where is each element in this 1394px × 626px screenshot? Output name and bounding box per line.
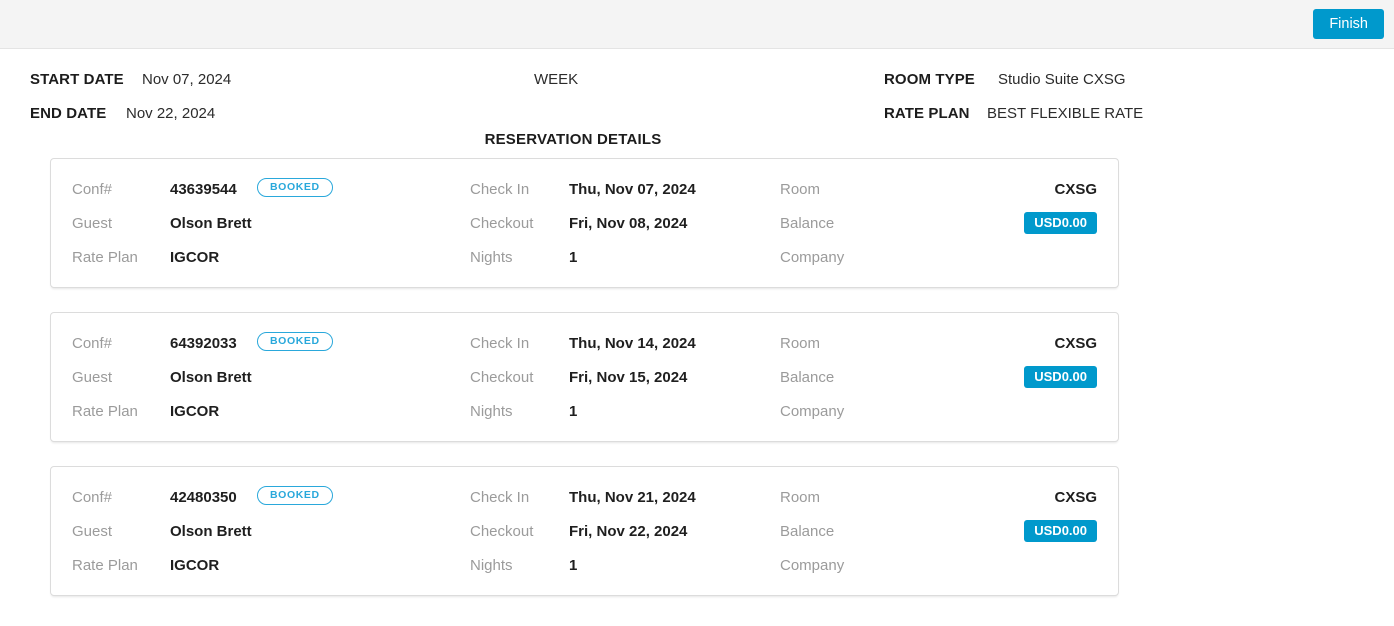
conf-value: 64392033 <box>170 335 237 352</box>
nights-label: Nights <box>470 249 513 266</box>
room-type-value: Studio Suite CXSG <box>998 71 1126 88</box>
end-date-label: END DATE <box>30 105 107 122</box>
reservation-card[interactable]: Conf# 42480350 BOOKED Check In Thu, Nov … <box>50 466 1119 596</box>
finish-button[interactable]: Finish <box>1313 9 1384 39</box>
room-value: CXSG <box>1054 489 1097 506</box>
balance-badge[interactable]: USD0.00 <box>1024 520 1097 542</box>
start-date-label: START DATE <box>30 71 124 88</box>
balance-label: Balance <box>780 523 835 540</box>
nights-value: 1 <box>569 403 578 420</box>
check-in-value: Thu, Nov 21, 2024 <box>569 489 696 506</box>
check-in-value: Thu, Nov 07, 2024 <box>569 181 696 198</box>
conf-value: 42480350 <box>170 489 237 506</box>
nights-value: 1 <box>569 557 578 574</box>
rate-plan-label: Rate Plan <box>72 403 138 420</box>
guest-value: Olson Brett <box>170 215 252 232</box>
card-row-guest: Guest Olson Brett Checkout Fri, Nov 08, … <box>51 212 1118 249</box>
checkout-label: Checkout <box>470 369 534 386</box>
check-in-label: Check In <box>470 489 530 506</box>
nights-value: 1 <box>569 249 578 266</box>
card-row-guest: Guest Olson Brett Checkout Fri, Nov 22, … <box>51 520 1118 557</box>
stay-summary-header: START DATE Nov 07, 2024 END DATE Nov 22, 2… <box>0 49 1394 131</box>
checkout-value: Fri, Nov 08, 2024 <box>569 215 688 232</box>
rate-plan-label: RATE PLAN <box>884 105 970 122</box>
status-badge[interactable]: BOOKED <box>257 332 333 351</box>
checkout-value: Fri, Nov 15, 2024 <box>569 369 688 386</box>
rate-plan-label: Rate Plan <box>72 249 138 266</box>
nights-label: Nights <box>470 557 513 574</box>
card-row-conf: Conf# 43639544 BOOKED Check In Thu, Nov … <box>51 178 1118 215</box>
check-in-value: Thu, Nov 14, 2024 <box>569 335 696 352</box>
period-label: WEEK <box>534 71 579 88</box>
reservation-details-heading-text: RESERVATION DETAILS <box>484 131 662 148</box>
rate-plan-value: IGCOR <box>170 403 220 420</box>
guest-label: Guest <box>72 215 113 232</box>
period-field: WEEK <box>534 71 578 89</box>
start-date-value: Nov 07, 2024 <box>142 71 232 88</box>
balance-badge[interactable]: USD0.00 <box>1024 212 1097 234</box>
rate-plan-value: IGCOR <box>170 249 220 266</box>
card-row-rate-plan: Rate Plan IGCOR Nights 1 Company <box>51 557 1118 591</box>
conf-label: Conf# <box>72 181 113 198</box>
check-in-label: Check In <box>470 335 530 352</box>
card-row-guest: Guest Olson Brett Checkout Fri, Nov 15, … <box>51 366 1118 403</box>
guest-value: Olson Brett <box>170 523 252 540</box>
room-type-field: ROOM TYPE Studio Suite CXSG <box>884 71 1126 89</box>
end-date-field: END DATE Nov 22, 2024 <box>30 105 215 123</box>
room-value: CXSG <box>1054 335 1097 352</box>
conf-value: 43639544 <box>170 181 237 198</box>
guest-value: Olson Brett <box>170 369 252 386</box>
room-label: Room <box>780 489 821 506</box>
reservation-details-heading: RESERVATION DETAILS <box>0 131 1394 158</box>
card-row-rate-plan: Rate Plan IGCOR Nights 1 Company <box>51 403 1118 437</box>
room-value: CXSG <box>1054 181 1097 198</box>
guest-label: Guest <box>72 369 113 386</box>
status-badge[interactable]: BOOKED <box>257 178 333 197</box>
room-type-label: ROOM TYPE <box>884 71 975 88</box>
card-row-rate-plan: Rate Plan IGCOR Nights 1 Company <box>51 249 1118 283</box>
checkout-label: Checkout <box>470 523 534 540</box>
rate-plan-field: RATE PLAN BEST FLEXIBLE RATE <box>884 105 1143 123</box>
nights-label: Nights <box>470 403 513 420</box>
checkout-value: Fri, Nov 22, 2024 <box>569 523 688 540</box>
room-label: Room <box>780 181 821 198</box>
reservation-card[interactable]: Conf# 43639544 BOOKED Check In Thu, Nov … <box>50 158 1119 288</box>
check-in-label: Check In <box>470 181 530 198</box>
status-badge[interactable]: BOOKED <box>257 486 333 505</box>
checkout-label: Checkout <box>470 215 534 232</box>
end-date-value: Nov 22, 2024 <box>126 105 216 122</box>
rate-plan-value: IGCOR <box>170 557 220 574</box>
room-label: Room <box>780 335 821 352</box>
company-label: Company <box>780 249 845 266</box>
rate-plan-label: Rate Plan <box>72 557 138 574</box>
guest-label: Guest <box>72 523 113 540</box>
balance-label: Balance <box>780 215 835 232</box>
company-label: Company <box>780 403 845 420</box>
conf-label: Conf# <box>72 335 113 352</box>
card-row-conf: Conf# 42480350 BOOKED Check In Thu, Nov … <box>51 486 1118 523</box>
card-row-conf: Conf# 64392033 BOOKED Check In Thu, Nov … <box>51 332 1118 369</box>
company-label: Company <box>780 557 845 574</box>
start-date-field: START DATE Nov 07, 2024 <box>30 71 231 89</box>
balance-label: Balance <box>780 369 835 386</box>
reservation-card[interactable]: Conf# 64392033 BOOKED Check In Thu, Nov … <box>50 312 1119 442</box>
top-toolbar: Finish <box>0 0 1394 49</box>
conf-label: Conf# <box>72 489 113 506</box>
rate-plan-value: BEST FLEXIBLE RATE <box>987 105 1144 122</box>
balance-badge[interactable]: USD0.00 <box>1024 366 1097 388</box>
